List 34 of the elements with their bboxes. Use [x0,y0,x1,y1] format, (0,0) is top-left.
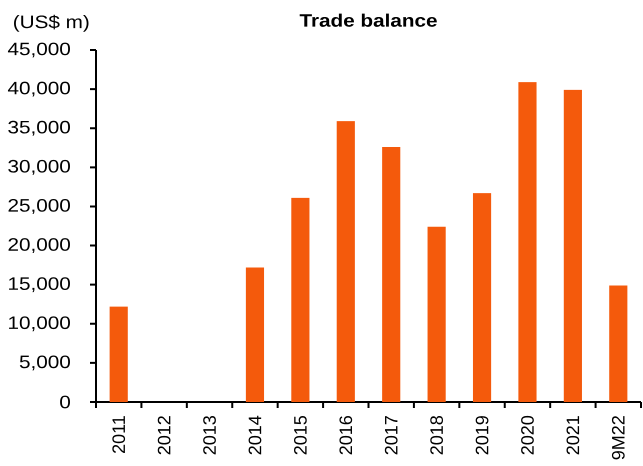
x-tick-label: 2014 [248,416,262,454]
bar [246,267,264,402]
bar [291,198,310,402]
y-tick-label: 25,000 [8,199,70,214]
bar [609,285,628,402]
x-tick-label: 9M22 [612,416,625,460]
x-tick-label: 2017 [384,416,398,454]
bar [518,82,537,402]
bar [472,193,492,402]
y-tick-label: 35,000 [8,120,70,136]
y-tick-label: 30,000 [8,160,70,175]
bar [110,306,128,402]
y-tick-label: 20,000 [8,238,70,253]
x-tick-label: 2019 [476,416,488,454]
x-tick-label: 2018 [430,416,443,454]
y-tick-label: 5,000 [20,355,70,370]
y-tick-label: 10,000 [9,316,70,332]
x-tick-label: 2011 [112,416,126,453]
x-tick-label: 2013 [203,416,216,454]
bar [336,121,355,402]
y-axis-title: (US$ m) [14,14,88,32]
bar [564,90,582,402]
x-tick-label: 2021 [566,416,580,454]
y-tick-label: 15,000 [9,277,70,292]
chart-title: Trade balance [300,14,437,27]
x-tick-label: 2020 [521,416,534,454]
x-tick-label: 2012 [158,416,170,454]
bar [428,226,446,402]
y-tick-label: 0 [60,396,70,408]
bar [382,146,400,402]
y-tick-label: 40,000 [8,82,70,97]
x-tick-label: 2016 [339,416,352,454]
x-tick-label: 2015 [294,416,307,454]
y-tick-label: 45,000 [8,42,70,58]
